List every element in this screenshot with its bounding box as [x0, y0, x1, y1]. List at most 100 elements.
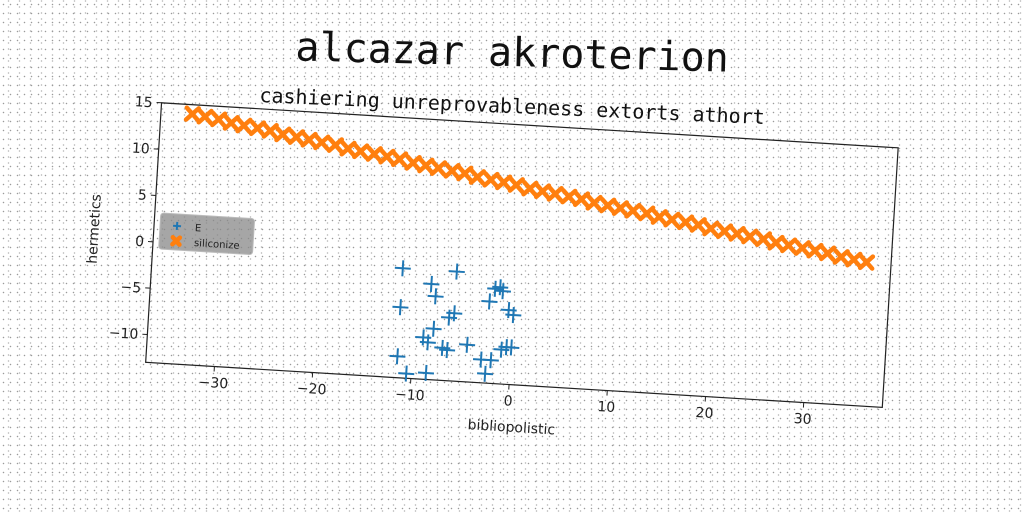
data-point	[352, 142, 370, 160]
data-point	[572, 190, 591, 208]
data-point	[391, 150, 409, 168]
data-point	[429, 159, 448, 177]
data-point	[459, 336, 476, 353]
data-point	[443, 162, 461, 180]
data-point	[503, 339, 520, 356]
data-point	[546, 185, 564, 203]
data-point	[715, 222, 734, 240]
data-point	[624, 202, 642, 220]
x-tick-label: 30	[793, 411, 812, 428]
data-point	[415, 329, 432, 346]
x-axis: −30 −20 −10 0 10 20 30	[198, 366, 812, 428]
data-point	[423, 275, 440, 293]
y-axis: 15 10 5 0 −5 −10	[108, 94, 162, 343]
x-axis-label: bibliopolistic	[467, 417, 555, 438]
data-point	[599, 196, 617, 215]
data-point	[585, 194, 603, 212]
x-tick-label: 20	[695, 405, 714, 422]
legend-item-E[interactable]: E	[172, 221, 202, 235]
data-point	[780, 236, 798, 254]
data-point	[741, 227, 759, 246]
series-E	[389, 260, 522, 382]
y-tick-label: −5	[120, 279, 142, 296]
data-point	[222, 114, 240, 132]
data-point	[819, 244, 837, 262]
data-point	[339, 140, 357, 158]
data-point	[392, 299, 409, 316]
data-point	[427, 288, 444, 305]
data-point	[417, 364, 435, 381]
data-point	[425, 320, 442, 337]
data-point	[287, 128, 306, 146]
y-tick-label: −10	[108, 325, 138, 343]
y-tick-label: 5	[137, 187, 147, 204]
data-point	[650, 208, 668, 226]
x-tick-label: −20	[296, 381, 326, 399]
data-point	[441, 309, 458, 326]
data-point	[477, 365, 494, 382]
data-point	[505, 306, 522, 324]
data-point	[183, 105, 202, 123]
x-tick-label: 10	[597, 399, 616, 416]
data-point	[417, 156, 435, 175]
data-point	[521, 179, 539, 198]
data-point	[196, 108, 214, 126]
data-point	[507, 176, 525, 194]
data-point	[313, 133, 331, 151]
data-point	[274, 125, 292, 144]
plot-area: −30 −20 −10 0 10 20 30 15 10 5 0 −5 −10 bibliopolis…	[85, 94, 899, 438]
data-point	[481, 293, 498, 310]
legend-box	[158, 212, 255, 255]
data-point	[702, 219, 720, 238]
data-point	[434, 339, 451, 356]
data-point	[754, 230, 773, 248]
series-siliconize	[183, 105, 876, 271]
data-point	[638, 204, 656, 223]
legend-item-siliconize[interactable]: siliconize	[170, 234, 240, 252]
data-point	[560, 187, 578, 206]
data-point	[404, 154, 422, 172]
data-point	[456, 164, 474, 183]
data-point	[468, 168, 487, 186]
data-point	[472, 351, 490, 368]
x-tick-label: −10	[395, 387, 425, 405]
legend-marker	[172, 221, 182, 231]
data-point	[448, 263, 465, 280]
data-point	[210, 110, 228, 128]
y-tick-label: 15	[134, 94, 153, 111]
data-point	[611, 199, 630, 217]
data-point	[378, 147, 396, 166]
data-point	[689, 216, 707, 234]
series-layer	[183, 105, 876, 382]
data-point	[439, 342, 456, 359]
data-point	[235, 116, 253, 135]
data-point	[482, 171, 500, 189]
data-point	[326, 136, 345, 154]
data-point	[832, 248, 850, 266]
data-point	[845, 250, 863, 269]
x-tick-label: 0	[503, 393, 513, 410]
data-point	[533, 182, 552, 200]
y-axis-label: hermetics	[85, 194, 105, 264]
data-point	[857, 253, 876, 271]
data-point	[767, 234, 785, 252]
data-point	[261, 122, 279, 140]
x-tick-label: −30	[198, 375, 228, 393]
y-tick-label: 10	[131, 141, 150, 158]
y-tick-label: 0	[135, 234, 145, 251]
data-point	[494, 283, 511, 300]
data-point	[806, 242, 824, 260]
data-point	[495, 173, 513, 191]
data-point	[728, 225, 746, 243]
legend-label: E	[195, 223, 202, 234]
data-point	[248, 119, 267, 137]
data-point	[663, 211, 681, 229]
legend-label: siliconize	[194, 238, 240, 252]
data-point	[492, 279, 509, 296]
data-point	[398, 365, 415, 382]
data-point	[365, 145, 383, 163]
axes-frame	[145, 102, 899, 409]
legend-marker	[170, 234, 183, 247]
